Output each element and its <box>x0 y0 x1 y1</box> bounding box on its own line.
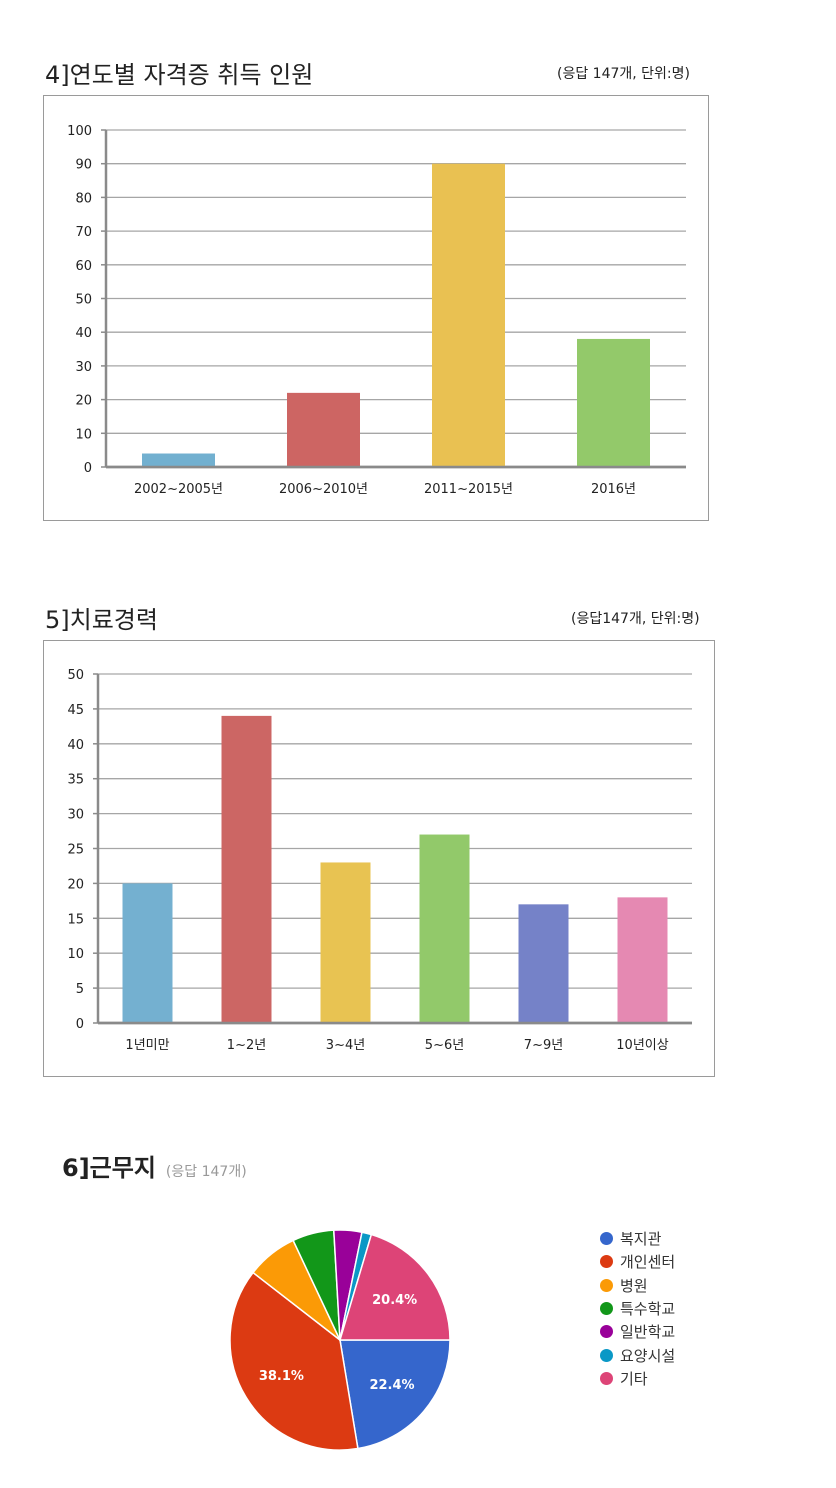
chart2-bar <box>221 715 272 1023</box>
chart2-xtick-label: 7~9년 <box>524 1038 563 1053</box>
chart2-ytick-label: 50 <box>67 668 84 683</box>
chart1-xtick-label: 2006~2010년 <box>279 482 368 497</box>
chart2-bar <box>320 862 371 1023</box>
chart3-legend-item: 특수학교 <box>600 1297 675 1320</box>
legend-swatch-icon <box>600 1348 613 1362</box>
chart2-bar <box>122 883 173 1023</box>
chart1-title: 4]연도별 자격증 취득 인원 <box>45 61 314 89</box>
chart2-title: 5]치료경력 <box>45 606 158 634</box>
chart1-ytick-label: 90 <box>75 158 92 173</box>
chart3-header: 6]근무지 (응답 147개) <box>62 1148 247 1183</box>
chart3-legend-label: 특수학교 <box>620 1300 676 1319</box>
chart3-legend-item: 개인센터 <box>600 1250 675 1273</box>
chart3-slice-value-label: 22.4% <box>369 1378 414 1393</box>
chart1-bar <box>577 338 650 467</box>
chart1-ytick-label: 10 <box>75 427 92 442</box>
chart2-bar-chart: 0 5 10 15 20 25 30 35 40 45 50 1년미만 1~2년 3~4년 5~6년 7~9년… <box>67 668 692 1053</box>
chart1-frame: 0 10 20 30 40 50 60 70 80 90 100 2002~2005년 2006~201… <box>43 95 709 521</box>
chart1-ytick-label: 30 <box>75 360 92 375</box>
chart2-xtick-label: 1년미만 <box>125 1038 169 1053</box>
legend-swatch-icon <box>600 1371 613 1385</box>
chart3-legend-label: 개인센터 <box>620 1253 676 1272</box>
chart1-ytick-label: 20 <box>75 394 92 409</box>
chart1-bar <box>432 163 505 467</box>
chart3-title: 6]근무지 <box>62 1154 156 1182</box>
chart1-xtick-label: 2002~2005년 <box>134 482 223 497</box>
chart1-bar-chart: 0 10 20 30 40 50 60 70 80 90 100 2002~2005년 2006~201… <box>67 124 686 497</box>
chart2-ytick-label: 25 <box>67 843 84 858</box>
chart2-ytick-label: 15 <box>67 912 84 927</box>
chart3-response-note: (응답 147개) <box>165 1164 247 1180</box>
chart1-ytick-label: 60 <box>75 259 92 274</box>
chart3-legend-label: 기타 <box>620 1369 648 1388</box>
chart3-slice-value-label: 38.1% <box>259 1369 304 1384</box>
chart3-pie-slice <box>339 1339 451 1450</box>
chart3-legend-label: 복지관 <box>620 1230 662 1249</box>
chart3-legend-item: 요양시설 <box>600 1343 675 1366</box>
chart2-xtick-label: 3~4년 <box>326 1038 365 1053</box>
chart3-slice-value-label: 20.4% <box>372 1293 417 1308</box>
chart3-pie-slice <box>229 1271 359 1451</box>
chart1-ytick-label: 70 <box>75 225 92 240</box>
chart2-ytick-label: 5 <box>76 982 84 997</box>
chart3-legend-item: 복지관 <box>600 1227 675 1250</box>
chart2-ytick-label: 35 <box>67 773 84 788</box>
legend-swatch-icon <box>600 1302 613 1316</box>
chart3-legend-item: 기타 <box>600 1367 675 1390</box>
chart1-bar <box>287 392 360 467</box>
chart2-ytick-label: 30 <box>67 808 84 823</box>
chart2-bar <box>419 834 470 1023</box>
chart1-xtick-label: 2011~2015년 <box>424 482 513 497</box>
chart1-ytick-label: 80 <box>75 191 92 206</box>
chart2-xtick-label: 5~6년 <box>425 1038 464 1053</box>
legend-swatch-icon <box>600 1232 613 1246</box>
chart2-ytick-label: 45 <box>67 703 84 718</box>
legend-swatch-icon <box>600 1325 613 1339</box>
chart2-xtick-label: 1~2년 <box>227 1038 266 1053</box>
chart1-ytick-label: 0 <box>84 461 92 476</box>
legend-swatch-icon <box>600 1278 613 1292</box>
chart2-ytick-label: 0 <box>76 1017 84 1032</box>
chart3-pie-slice <box>338 1233 451 1341</box>
chart2-frame: 0 5 10 15 20 25 30 35 40 45 50 1년미만 1~2년 3~4년 5~6년 7~9년… <box>43 640 715 1077</box>
chart1-ytick-label: 100 <box>67 124 92 139</box>
chart1-xtick-label: 2016년 <box>591 482 636 497</box>
chart2-xtick-label: 10년이상 <box>616 1038 668 1053</box>
chart2-ytick-label: 40 <box>67 738 84 753</box>
chart2-bar <box>617 897 668 1023</box>
chart3-legend-label: 요양시설 <box>620 1346 676 1365</box>
chart3-legend-item: 병원 <box>600 1274 675 1297</box>
chart1-ytick-label: 50 <box>75 293 92 308</box>
legend-swatch-icon <box>600 1255 613 1269</box>
chart1-bar <box>142 453 215 467</box>
chart2-response-note: (응답147개, 단위:명) <box>571 611 700 627</box>
chart3-legend-label: 병원 <box>620 1276 648 1295</box>
chart1-ytick-label: 40 <box>75 326 92 341</box>
chart3-legend-item: 일반학교 <box>600 1320 675 1343</box>
chart2-ytick-label: 20 <box>67 877 84 892</box>
chart3-pie-chart: 22.4% 38.1% 20.4% <box>229 1229 451 1451</box>
chart1-response-note: (응답 147개, 단위:명) <box>557 66 690 82</box>
chart2-bar <box>518 904 569 1023</box>
chart2-ytick-label: 10 <box>67 947 84 962</box>
chart3-legend-label: 일반학교 <box>620 1323 676 1342</box>
